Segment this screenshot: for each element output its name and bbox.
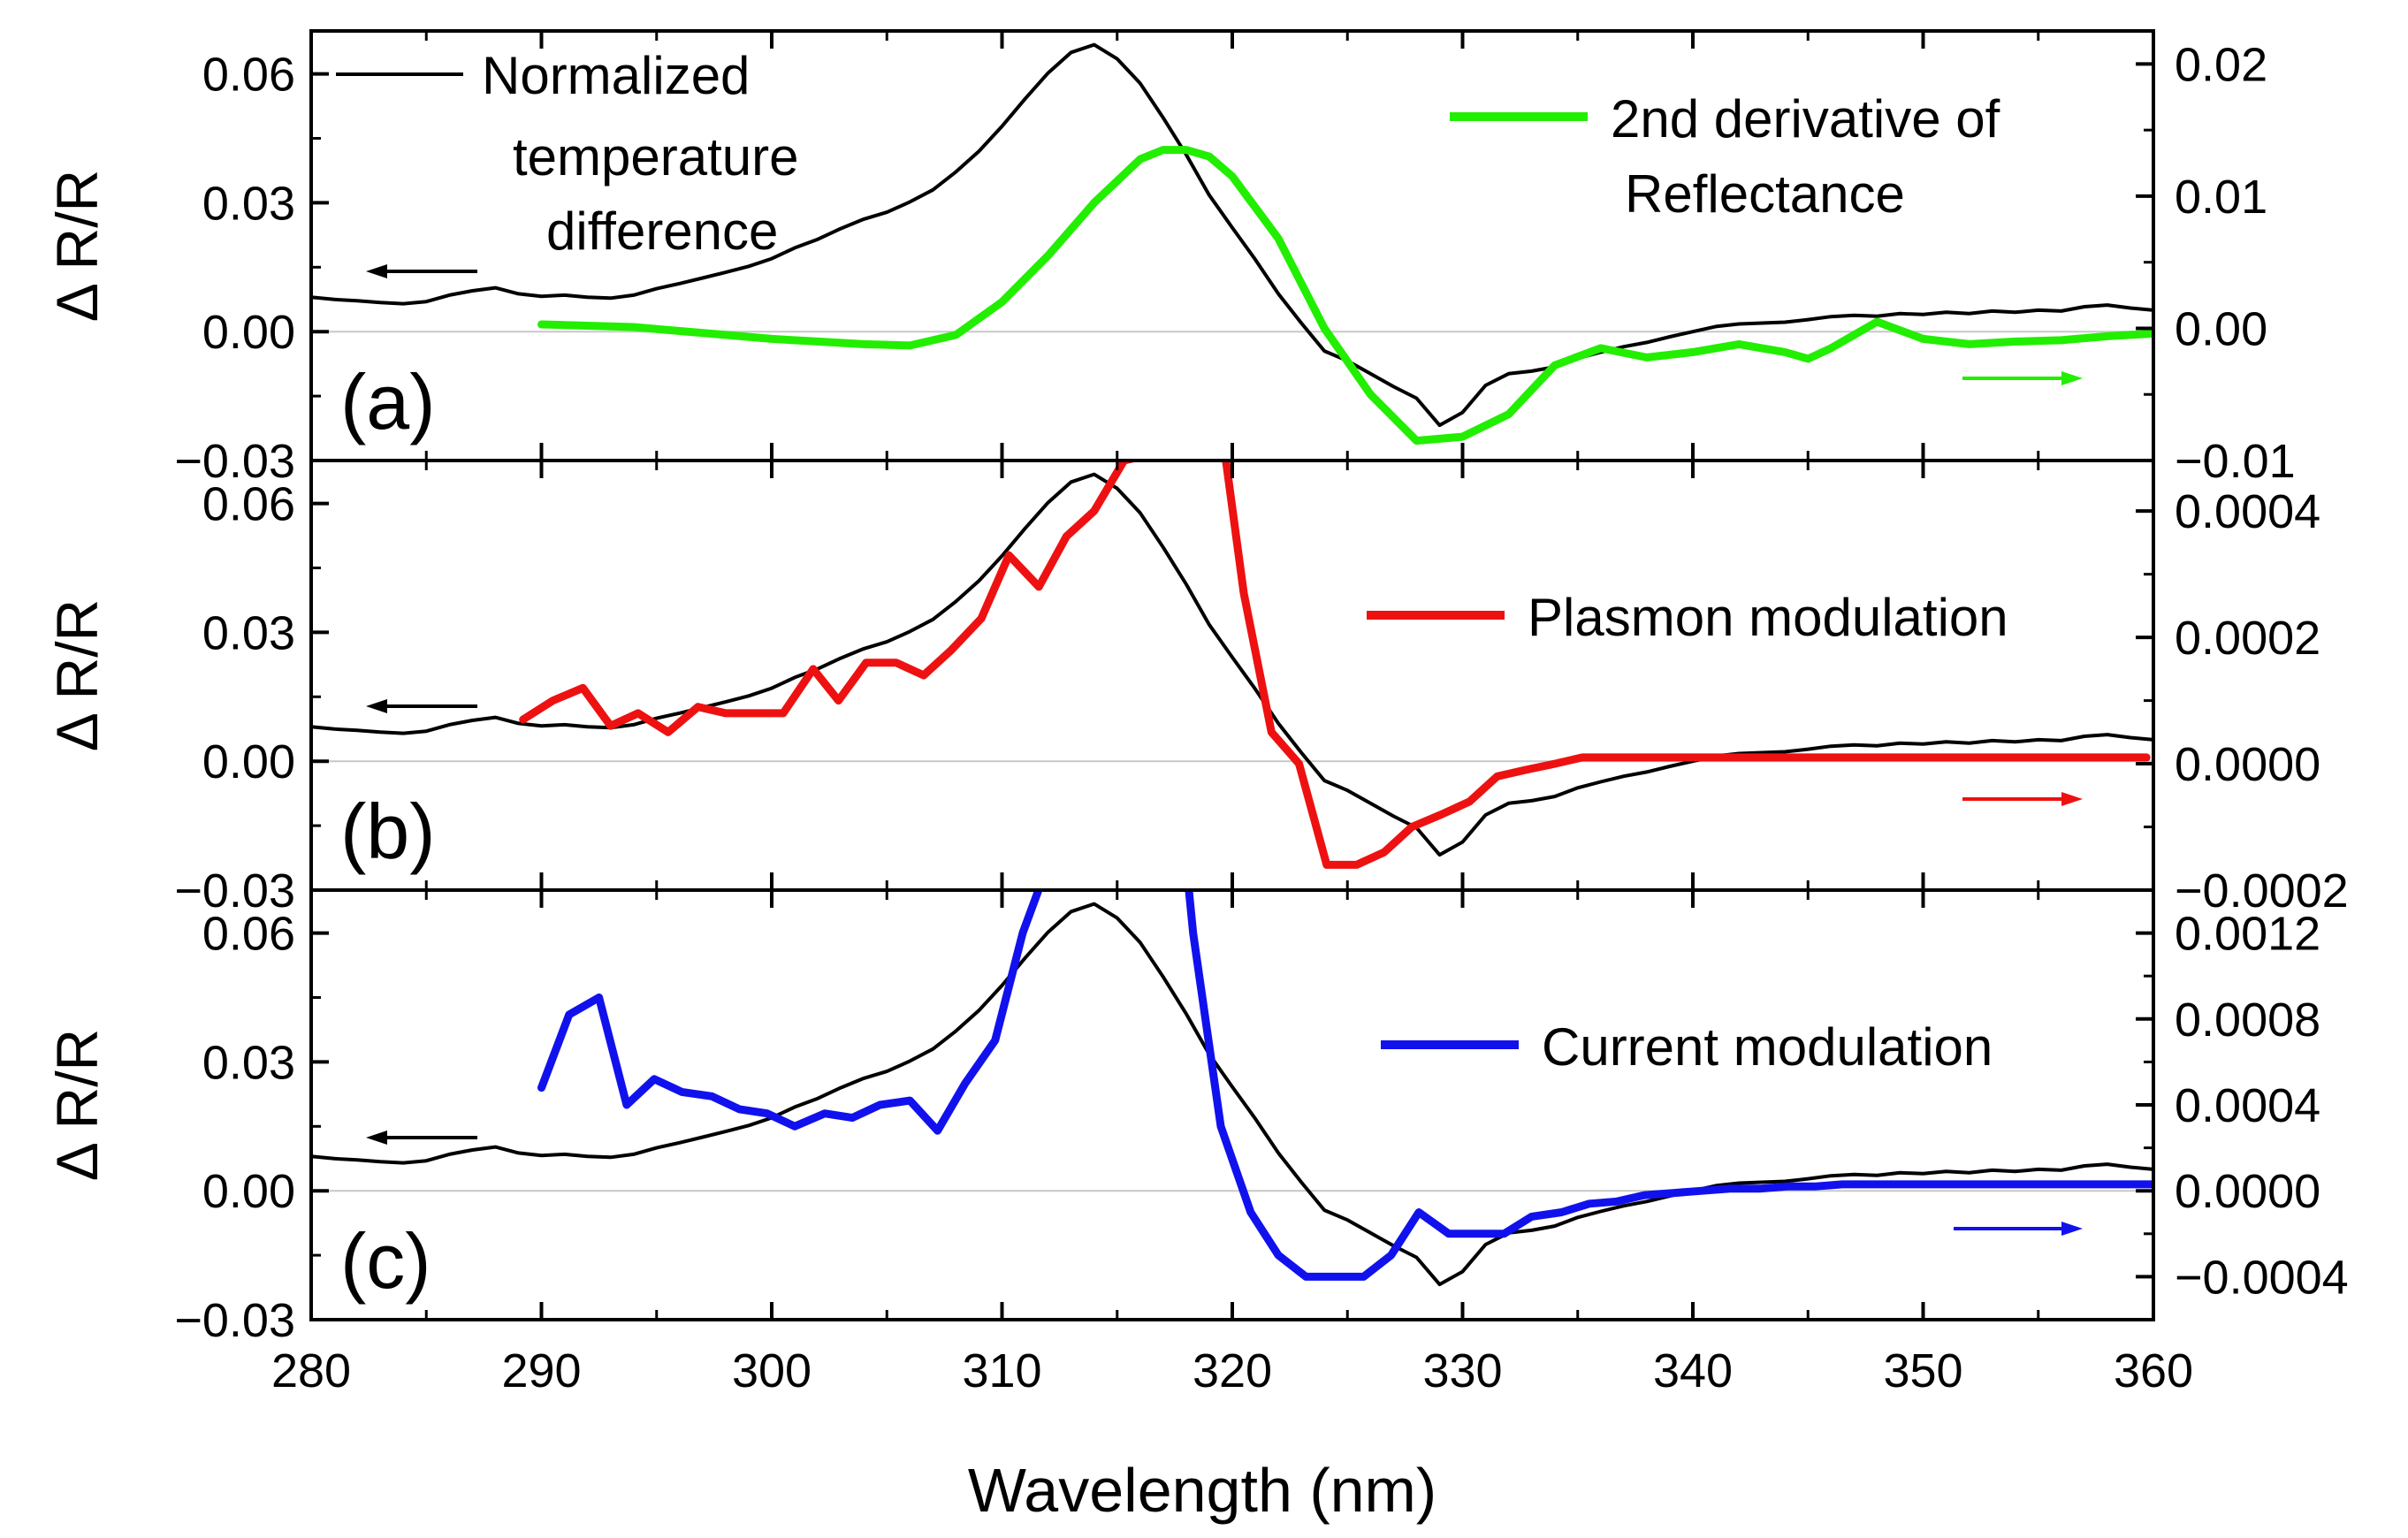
legend-green-line2: Reflectance [1625,164,1905,224]
panel-b-left-axis-arrowhead [366,699,387,713]
legend-normalized-line1: Normalized [482,46,750,105]
x-tick-label: 290 [501,1344,581,1397]
x-tick-label: 350 [1883,1344,1962,1397]
panel-a-right-tick-label: 0.00 [2175,302,2267,355]
panel-b-left-tick-label: 0.06 [202,478,295,531]
legend-green-line1: 2nd derivative of [1611,89,2000,148]
panel-c-right-tick-label: 0.0000 [2175,1165,2320,1218]
panel-a-label: (a) [340,358,436,445]
panel-c-left-tick-label: 0.06 [202,908,295,961]
x-tick-label: 360 [2114,1344,2193,1397]
panel-c-right-tick-label: −0.0004 [2175,1251,2349,1304]
panel-c-y-axis-title: Δ R/R [44,1029,110,1181]
panel-a-y-axis-title: Δ R/R [44,170,110,322]
legend-red-label: Plasmon modulation [1528,588,2008,647]
x-axis-title: Wavelength (nm) [968,1456,1436,1525]
x-tick-label: 300 [732,1344,812,1397]
panel-a-left-tick-label: −0.03 [174,435,295,488]
x-tick-label: 280 [271,1344,351,1397]
x-tick-label: 320 [1193,1344,1272,1397]
panel-a-series-normalized-temperature-difference [311,42,2153,428]
panel-b-right-tick-label: −0.0002 [2175,864,2349,917]
x-tick-label: 340 [1653,1344,1733,1397]
panel-c-series-blue [537,890,2153,1281]
panel-c-left-tick-label: 0.00 [202,1165,295,1218]
panel-b-right-tick-label: 0.0002 [2175,612,2320,665]
panel-c-right-tick-label: 0.0004 [2175,1079,2320,1132]
panel-b-y-axis-title: Δ R/R [44,599,110,751]
panel-b-right-tick-label: 0.0000 [2175,738,2320,791]
panel-a-left-tick-label: 0.00 [202,306,295,359]
panel-c-right-tick-label: 0.0012 [2175,908,2320,961]
panel-b-label: (b) [340,788,436,875]
panel-b-series-red [519,461,2151,869]
panel-c-right-axis-arrowhead [2061,1222,2083,1236]
panel-c-left-tick-label: −0.03 [174,1294,295,1347]
panel-b-right-tick-label: 0.0004 [2175,485,2320,538]
x-tick-label: 310 [962,1344,1041,1397]
panel-c-right-tick-label: 0.0008 [2175,994,2320,1047]
panel-a-right-tick-label: −0.01 [2175,435,2296,488]
panel-b-left-tick-label: 0.03 [202,606,295,659]
panel-c-frame [309,888,2155,1321]
x-tick-label: 330 [1422,1344,1502,1397]
legend-blue-label: Current modulation [1542,1017,1993,1077]
panel-a-right-tick-label: 0.01 [2175,171,2267,224]
panel-b-left-tick-label: −0.03 [174,864,295,917]
legend-normalized-line3: difference [546,202,778,261]
panel-a-left-tick-label: 0.06 [202,49,295,102]
panel-c-series-normalized-temperature-difference [311,902,2153,1287]
panel-a-right-tick-label: 0.02 [2175,38,2267,91]
panel-a-left-axis-arrowhead [366,264,387,278]
panel-a-right-axis-arrowhead [2061,371,2083,385]
legend-normalized-line2: temperature [513,127,799,187]
panel-c-left-tick-label: 0.03 [202,1036,295,1089]
panel-c-left-axis-arrowhead [366,1131,387,1145]
panel-c-label: (c) [340,1217,431,1305]
panel-b-left-tick-label: 0.00 [202,735,295,788]
panel-b-right-axis-arrowhead [2061,792,2083,806]
panel-a-series-green [537,146,2153,445]
panel-a-left-tick-label: 0.03 [202,177,295,230]
